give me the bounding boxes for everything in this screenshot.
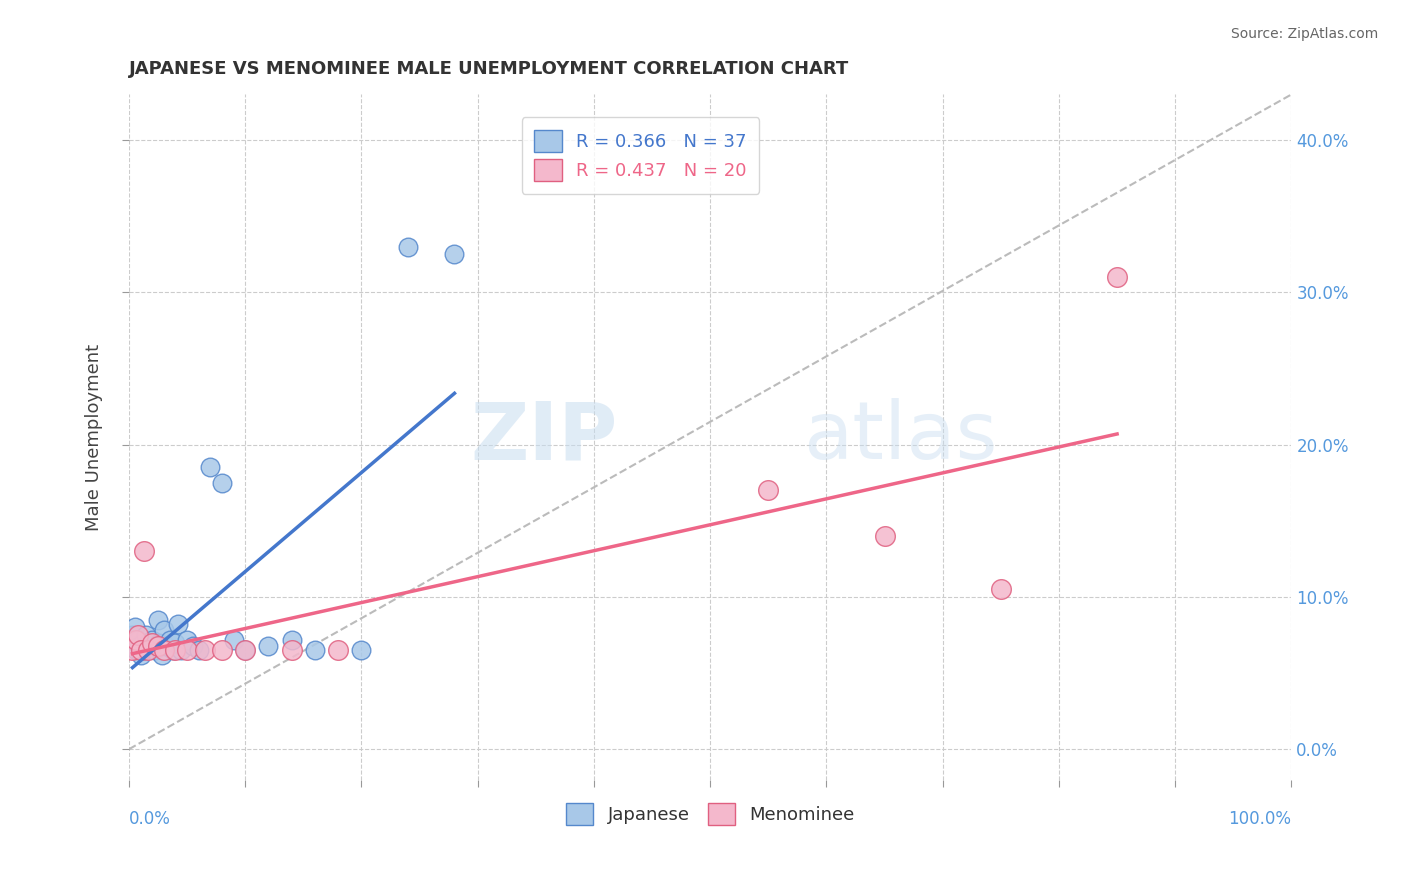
Point bbox=[328, 643, 350, 657]
Point bbox=[181, 639, 204, 653]
Point bbox=[350, 643, 373, 657]
Point bbox=[139, 639, 162, 653]
Point bbox=[153, 624, 176, 638]
Point bbox=[125, 643, 148, 657]
Point bbox=[128, 639, 150, 653]
Point bbox=[132, 635, 155, 649]
Point bbox=[136, 643, 159, 657]
Point bbox=[127, 632, 149, 647]
Y-axis label: Male Unemployment: Male Unemployment bbox=[86, 343, 103, 531]
Text: 100.0%: 100.0% bbox=[1229, 810, 1292, 828]
Point bbox=[155, 639, 177, 653]
Point bbox=[211, 643, 233, 657]
Point bbox=[165, 643, 187, 657]
Point bbox=[150, 648, 173, 662]
Point bbox=[129, 643, 152, 657]
Point bbox=[141, 632, 163, 647]
Point bbox=[127, 628, 149, 642]
Legend: Japanese, Menominee: Japanese, Menominee bbox=[558, 796, 862, 832]
Point bbox=[166, 617, 188, 632]
Point bbox=[233, 643, 256, 657]
Point bbox=[159, 632, 181, 647]
Text: ZIP: ZIP bbox=[470, 398, 617, 476]
Point bbox=[443, 247, 465, 261]
Point bbox=[170, 643, 193, 657]
Point bbox=[124, 620, 146, 634]
Point bbox=[143, 643, 166, 657]
Point bbox=[193, 643, 215, 657]
Point bbox=[280, 643, 302, 657]
Point bbox=[1107, 270, 1129, 285]
Point bbox=[990, 582, 1012, 597]
Text: Source: ZipAtlas.com: Source: ZipAtlas.com bbox=[1230, 27, 1378, 41]
Text: 0.0%: 0.0% bbox=[129, 810, 172, 828]
Point bbox=[129, 648, 152, 662]
Point bbox=[200, 460, 222, 475]
Point bbox=[162, 643, 184, 657]
Point bbox=[304, 643, 326, 657]
Point bbox=[187, 643, 209, 657]
Point bbox=[211, 475, 233, 490]
Point bbox=[396, 240, 419, 254]
Point bbox=[121, 643, 143, 657]
Point bbox=[222, 632, 245, 647]
Text: atlas: atlas bbox=[803, 398, 998, 476]
Point bbox=[153, 643, 176, 657]
Point bbox=[756, 483, 779, 498]
Point bbox=[141, 635, 163, 649]
Point bbox=[132, 544, 155, 558]
Point bbox=[132, 643, 155, 657]
Point bbox=[233, 643, 256, 657]
Point bbox=[148, 635, 170, 649]
Point bbox=[146, 613, 169, 627]
Point bbox=[146, 639, 169, 653]
Point bbox=[165, 635, 187, 649]
Point bbox=[125, 632, 148, 647]
Point bbox=[873, 529, 896, 543]
Point bbox=[146, 639, 169, 653]
Point bbox=[135, 628, 157, 642]
Point bbox=[257, 639, 280, 653]
Point bbox=[176, 643, 198, 657]
Point bbox=[280, 632, 302, 647]
Point bbox=[121, 628, 143, 642]
Point bbox=[136, 635, 159, 649]
Text: JAPANESE VS MENOMINEE MALE UNEMPLOYMENT CORRELATION CHART: JAPANESE VS MENOMINEE MALE UNEMPLOYMENT … bbox=[129, 60, 849, 78]
Point bbox=[176, 632, 198, 647]
